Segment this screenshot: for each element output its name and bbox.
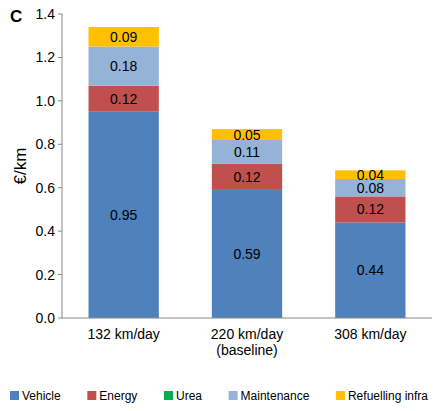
data-label: 0.11 (234, 144, 260, 160)
bar-segment (89, 86, 159, 112)
legend-label: Urea (176, 389, 202, 403)
y-tick-label: 0.6 (36, 180, 56, 196)
x-tick-label: 308 km/day (334, 326, 406, 342)
chart: C €/km 0.0 0.2 0.4 0.6 0.8 1.0 1.2 1.4 132 km/day 2… (0, 0, 438, 411)
data-label: 0.04 (357, 167, 384, 183)
legend-swatch (164, 391, 173, 400)
bar-segment (335, 196, 405, 222)
legend-label: Energy (99, 389, 137, 403)
data-label: 0.18 (110, 58, 137, 74)
legend-swatch (10, 391, 19, 400)
y-tick-label: 0.4 (36, 223, 56, 239)
title: C (10, 7, 22, 26)
y-tick-label: 0.8 (36, 136, 56, 152)
legend-label: Maintenance (241, 389, 310, 403)
data-label: 0.59 (233, 246, 260, 262)
legend-swatch (229, 391, 238, 400)
y-tick (58, 144, 62, 145)
data-label: 0.12 (233, 169, 260, 185)
x-axis (62, 318, 432, 319)
legend-label: Refuelling infra (348, 389, 428, 403)
legend-swatch (87, 391, 96, 400)
y-tick (58, 318, 62, 319)
bar-segment (212, 164, 282, 190)
y-tick (58, 57, 62, 58)
legend-swatch (336, 391, 345, 400)
x-tick-label: 220 km/day(baseline) (211, 326, 283, 358)
data-label: 0.12 (357, 201, 384, 217)
y-tick (58, 187, 62, 188)
bar-segment (212, 140, 282, 164)
y-tick (58, 274, 62, 275)
y-tick (58, 100, 62, 101)
y-tick-label: 1.4 (36, 6, 56, 22)
bar-segment (335, 222, 405, 318)
data-label: 0.95 (110, 207, 137, 223)
y-tick-label: 0.2 (36, 267, 56, 283)
y-tick (58, 14, 62, 15)
y-tick-label: 1.2 (36, 49, 56, 65)
data-label: 0.09 (110, 29, 137, 45)
y-axis-label: €/km (11, 148, 30, 185)
y-tick-label: 1.0 (36, 93, 56, 109)
bar-segment (89, 47, 159, 86)
data-label: 0.44 (357, 262, 384, 278)
bar-segment (212, 190, 282, 318)
y-tick-label: 0.0 (36, 310, 56, 326)
data-label: 0.05 (233, 127, 260, 143)
legend-label: Vehicle (22, 389, 61, 403)
bar-segment (89, 112, 159, 318)
x-tick-label-line: 308 km/day (334, 326, 406, 342)
data-label: 0.12 (110, 91, 137, 107)
y-tick (58, 231, 62, 232)
bars (89, 27, 406, 318)
x-tick-label-line: 132 km/day (87, 326, 159, 342)
y-axis (62, 14, 63, 318)
x-tick-label: 132 km/day (87, 326, 159, 342)
x-tick-label-line: 220 km/day (211, 326, 283, 342)
legend: Vehicle Energy Urea Maintenance Refuelling i… (10, 389, 428, 403)
x-tick-label-line: (baseline) (216, 342, 277, 358)
bar-segment (89, 27, 159, 47)
